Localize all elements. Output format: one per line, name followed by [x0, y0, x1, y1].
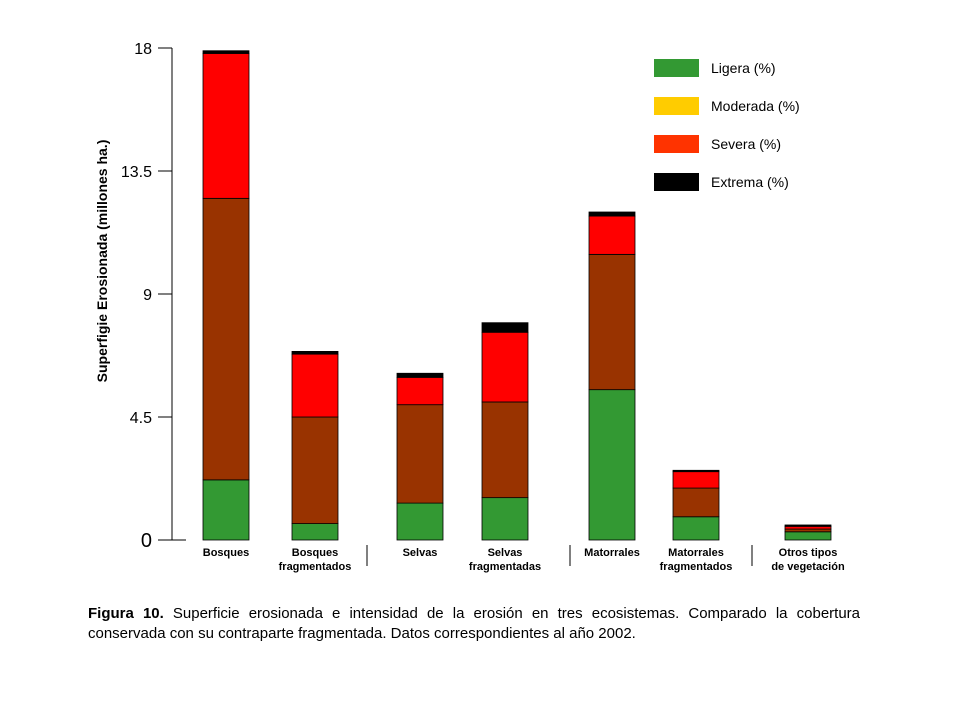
category-separators	[366, 545, 753, 566]
figure-label: Figura 10.	[88, 605, 164, 622]
x-tick-label: Bosques fragmentados	[279, 547, 352, 573]
legend-label: Moderada (%)	[711, 98, 800, 114]
legend-label: Ligera (%)	[711, 60, 776, 76]
legend-swatch	[654, 97, 699, 115]
x-tick-label: Selvas fragmentadas	[469, 547, 541, 573]
bar-segment	[481, 497, 529, 541]
bar-segment	[784, 525, 832, 530]
bar-segment	[481, 331, 529, 403]
x-tick-label: Matorrales fragmentados	[660, 547, 733, 573]
bar-segment	[202, 197, 250, 481]
bar-segment	[291, 416, 339, 524]
y-axis-label: Superfigie Erosionada (millones ha.)	[94, 140, 110, 383]
bar-segment	[396, 376, 444, 406]
bar-segment	[588, 389, 636, 541]
bar-segment	[588, 215, 636, 255]
legend-swatch	[654, 173, 699, 191]
x-tick-label: Matorrales	[584, 547, 640, 559]
legend-label: Extrema (%)	[711, 174, 789, 190]
bar-segment	[481, 322, 529, 333]
figure-caption: Figura 10. Superficie erosionada e inten…	[88, 604, 860, 644]
bar-segment	[202, 50, 250, 54]
bar-segment	[396, 502, 444, 541]
bar-segment	[291, 350, 339, 355]
y-tick-label: 13.5	[121, 164, 152, 181]
bars	[202, 50, 832, 541]
legend-swatch	[654, 135, 699, 153]
bar-segment	[588, 211, 636, 217]
bar-segment	[588, 253, 636, 391]
legend: Ligera (%) Moderada (%) Severa (%) Extrema …	[654, 59, 800, 191]
legend-swatch	[654, 59, 699, 77]
bar-segment	[291, 353, 339, 418]
axes: 0 4.5 9 13.5 18	[121, 41, 186, 552]
bar-segment	[672, 471, 720, 489]
x-tick-label: Selvas	[403, 547, 438, 559]
y-tick-label: 9	[143, 287, 152, 304]
x-tick-label: Bosques	[203, 547, 249, 559]
bar-segment	[396, 404, 444, 504]
x-tick-labels: Bosques Bosques fragmentados Selvas Selvas fr…	[203, 547, 845, 573]
x-tick-label: Otros tipos de vegetación	[771, 547, 845, 573]
y-tick-label: 0	[141, 530, 152, 552]
bar-segment	[202, 479, 250, 541]
stacked-bar-chart: 0 4.5 9 13.5 18 Bosques Bosques fragmentados Se…	[94, 41, 845, 573]
y-tick-label: 4.5	[130, 410, 152, 427]
legend-label: Severa (%)	[711, 136, 781, 152]
bar-segment	[202, 53, 250, 199]
bar-segment	[784, 528, 832, 533]
bar-segment	[784, 524, 832, 527]
bar-segment	[672, 487, 720, 518]
caption-text: Superficie erosionada e intensidad de la…	[88, 605, 860, 642]
bar-segment	[672, 516, 720, 541]
y-tick-label: 18	[134, 41, 152, 58]
bar-segment	[291, 523, 339, 541]
bar-segment	[481, 401, 529, 499]
bar-segment	[784, 531, 832, 541]
bar-segment	[672, 469, 720, 473]
bar-segment	[396, 372, 444, 378]
